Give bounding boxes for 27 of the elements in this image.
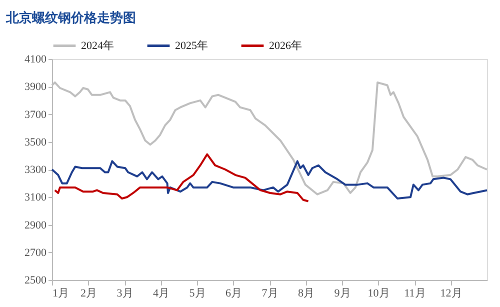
y-tick-label: 3900 xyxy=(24,81,47,94)
x-tick-label: 7月 xyxy=(262,288,278,300)
x-tick-label: 12月 xyxy=(440,288,462,300)
y-tick-label: 2700 xyxy=(24,246,47,259)
line-series xyxy=(51,160,488,200)
x-tick-label: 9月 xyxy=(334,288,351,300)
x-tick-label: 1月 xyxy=(52,288,69,300)
legend-label: 2024年 xyxy=(81,40,114,52)
y-tick-label: 3500 xyxy=(24,136,47,148)
x-tick-label: 3月 xyxy=(116,288,134,300)
legend-label: 2025年 xyxy=(175,40,208,52)
x-tick-label: 6月 xyxy=(226,288,242,300)
x-tick-label: 5月 xyxy=(189,288,206,300)
x-tick-label: 4月 xyxy=(153,288,170,300)
legend-label: 2026年 xyxy=(269,40,302,52)
y-tick-label: 2900 xyxy=(24,219,47,232)
y-tick-label: 4100 xyxy=(24,54,47,66)
x-tick-label: 2月 xyxy=(80,288,97,300)
x-tick-label: 10月 xyxy=(368,288,390,300)
x-tick-label: 11月 xyxy=(404,288,426,300)
y-tick-label: 3100 xyxy=(24,192,47,204)
line-series xyxy=(54,153,310,202)
y-tick-label: 3300 xyxy=(24,164,47,176)
x-tick-label: 8月 xyxy=(298,288,314,300)
chart-title: 北京螺纹钢价格走势图 xyxy=(5,10,136,25)
y-tick-label: 2500 xyxy=(24,274,47,286)
y-tick-label: 3700 xyxy=(24,108,47,121)
